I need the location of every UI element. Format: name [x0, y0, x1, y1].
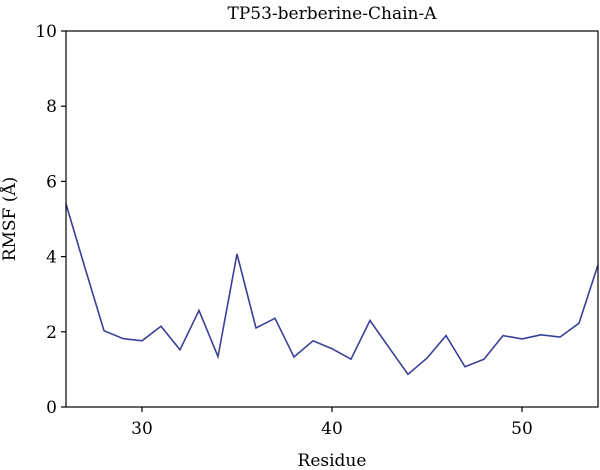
x-axis-ticks: 30 40 50	[131, 407, 533, 439]
chart-title: TP53-berberine-Chain-A	[228, 4, 438, 24]
y-axis-label: RMSF (Å)	[0, 177, 20, 262]
y-axis-ticks: 0 2 4 6 8 10	[35, 22, 66, 418]
series-line-chain-a	[65, 203, 599, 376]
y-tick-label: 6	[46, 172, 57, 192]
y-tick-label: 4	[46, 248, 57, 268]
plot-frame	[65, 30, 599, 408]
x-axis-label: Residue	[298, 451, 367, 470]
y-tick-label: 2	[46, 323, 57, 343]
y-tick-label: 8	[46, 97, 57, 117]
y-tick-label: 10	[35, 22, 57, 42]
y-tick-label: 0	[46, 398, 57, 418]
x-tick-label: 40	[321, 419, 343, 439]
x-tick-label: 50	[511, 419, 533, 439]
x-tick-label: 30	[131, 419, 153, 439]
